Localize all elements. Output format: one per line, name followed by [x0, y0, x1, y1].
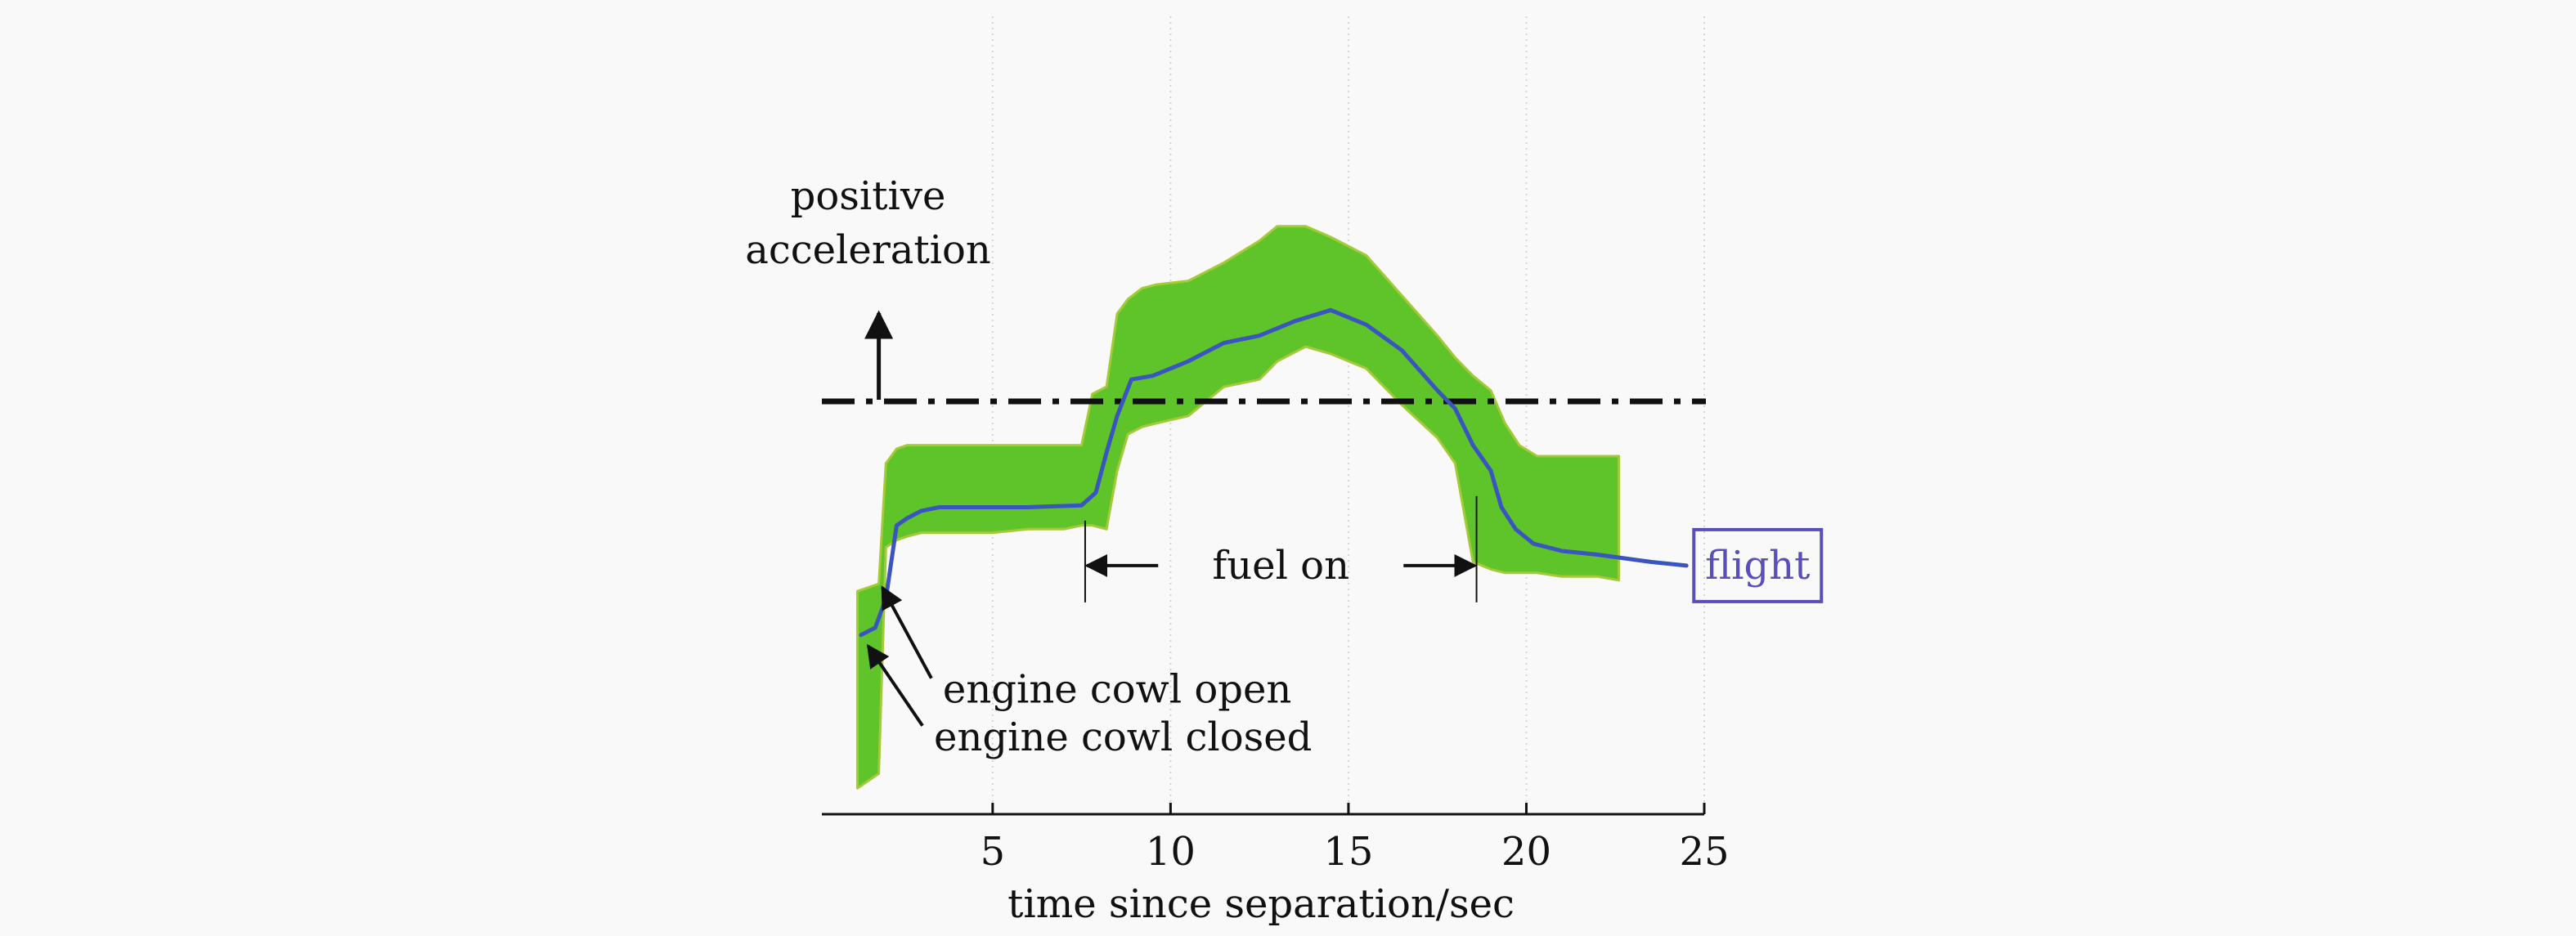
monte-carlo-envelope: [856, 225, 1621, 790]
grid-layer: [991, 16, 1705, 814]
flight-label: flight: [1705, 543, 1810, 589]
x-tick-label-25: 25: [1679, 829, 1729, 875]
flight-label-box: [1692, 527, 1824, 603]
series-layer: [859, 307, 1689, 638]
threshold-label-line-2: acceleration: [745, 227, 991, 273]
x-tick-label-15: 15: [1323, 829, 1373, 875]
engine-cowl-open-label: engine cowl open: [943, 667, 1291, 713]
x-axis-label: time since separation/sec: [1008, 881, 1515, 927]
engine-cowl-closed-label: engine cowl closed: [934, 714, 1312, 760]
fuel-on-label: fuel on: [1212, 543, 1349, 589]
x-tick-label-5: 5: [981, 829, 1006, 875]
threshold-layer: positive acceleration: [745, 173, 1706, 405]
engine-cowl-closed-arrow: [866, 643, 924, 727]
x-tick-label-20: 20: [1501, 829, 1551, 875]
x-axis: 5 10 15 20 25: [822, 803, 1730, 875]
engine-cowl-open-arrow: [881, 585, 933, 679]
series-line-flight: [859, 307, 1689, 638]
x-tick-label-10: 10: [1146, 829, 1196, 875]
envelope-layer: [856, 225, 1621, 790]
threshold-label-line-1: positive: [791, 173, 946, 219]
